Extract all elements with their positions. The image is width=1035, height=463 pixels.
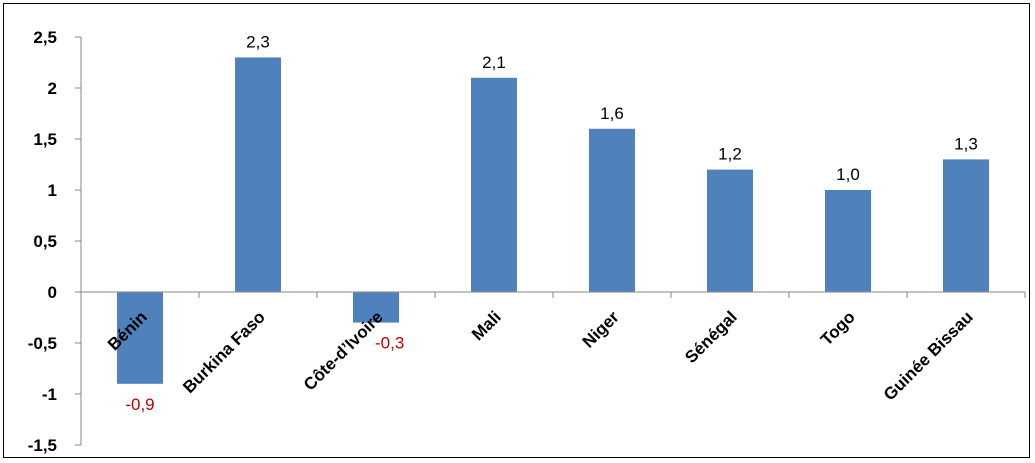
category-label: Burkina Faso [179,307,269,397]
category-label: Togo [817,307,859,349]
category-label: Sénégal [681,307,741,367]
bar [943,159,989,292]
bar [707,169,753,292]
category-label: Mali [468,307,505,344]
y-tick-label: -1,5 [28,436,57,455]
bars-layer [117,57,989,384]
category-label: Guinée Bissau [880,307,977,404]
data-label: 2,3 [246,32,270,51]
y-tick-label: 2 [48,79,57,98]
y-tick-label: 2,5 [33,28,57,47]
y-tick-label: -1 [42,385,57,404]
y-tick-label: 1 [48,181,57,200]
data-label: 1,0 [836,165,860,184]
category-label: Côte-d’Ivoire [300,307,387,394]
data-label: 1,2 [718,145,742,164]
y-tick-label: 0,5 [33,232,57,251]
data-label: -0,9 [125,395,154,414]
category-label: Niger [579,307,623,351]
bar [471,77,517,292]
bar [353,292,399,323]
data-label: 2,1 [482,53,506,72]
bar [235,57,281,293]
bar [825,190,871,292]
bar [117,292,163,384]
data-label: -0,3 [375,334,404,353]
bar [589,128,635,292]
y-tick-label: 0 [48,283,57,302]
y-tick-label: -0,5 [28,334,57,353]
axis-layer [75,36,1026,446]
data-label: 1,6 [600,104,624,123]
y-tick-label: 1,5 [33,130,57,149]
data-label: 1,3 [954,134,978,153]
